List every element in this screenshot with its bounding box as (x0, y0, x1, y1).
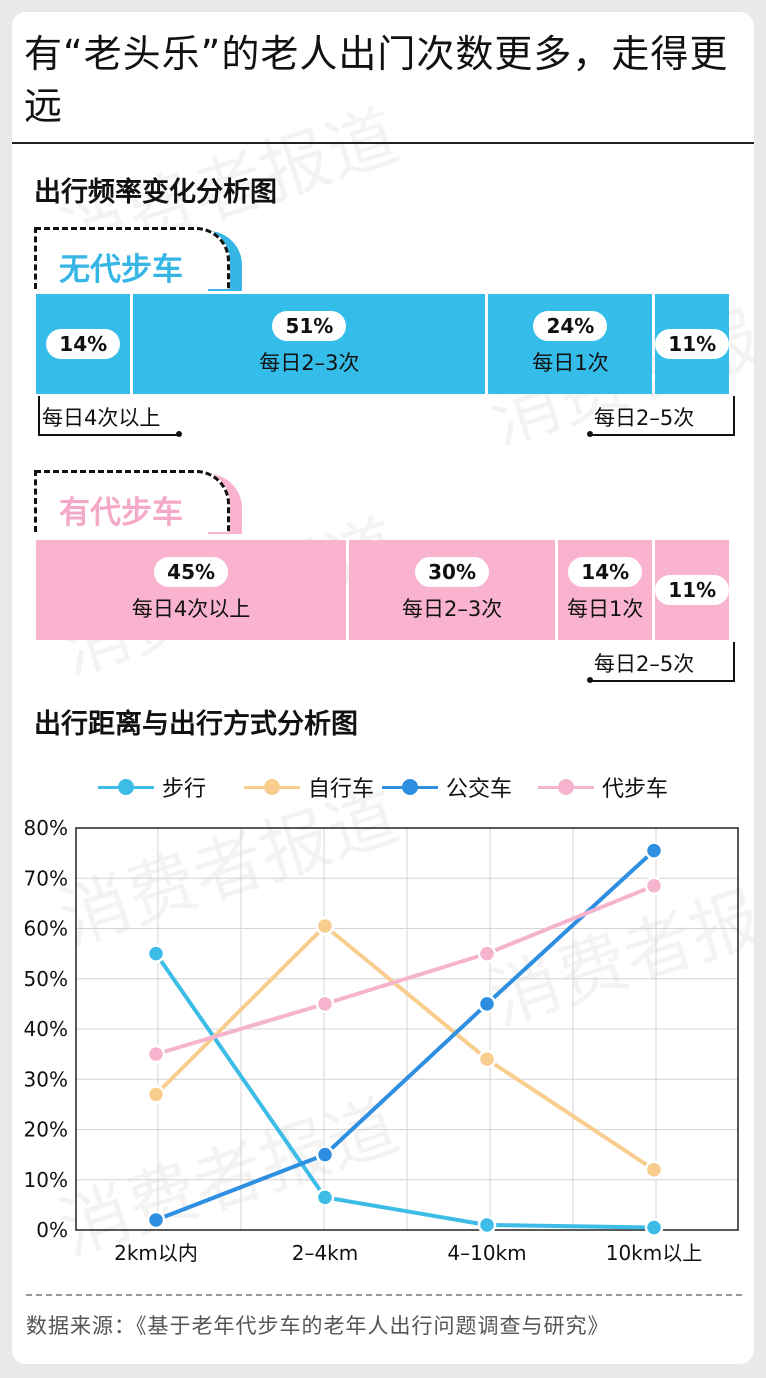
legend-swatch (98, 775, 154, 799)
data-point (477, 944, 497, 963)
legend-label: 公交车 (446, 777, 513, 802)
series-line (154, 923, 656, 1172)
bracket-dot (587, 431, 593, 437)
line-chart: 0% 10% 20% 30% 40% 50% 60% 70% 80% 2km以内 2–4km 4–10… (24, 816, 739, 1265)
series-line (154, 848, 656, 1222)
segment-label: 每日1次 (532, 351, 609, 375)
y-tick-label: 30% (24, 1067, 68, 1091)
segment-label: 每日1次 (567, 597, 644, 621)
frequency-segment: 11% (655, 540, 730, 640)
segment-percent: 30% (415, 557, 490, 587)
right-bracket (589, 642, 735, 682)
segment-percent: 11% (655, 575, 730, 605)
y-tick-label: 40% (24, 1017, 68, 1041)
data-source: 数据来源：《基于老年代步车的老年人出行问题调查与研究》 (26, 1314, 610, 1338)
data-point (315, 1188, 335, 1207)
y-tick-label: 0% (36, 1218, 68, 1242)
tab-no-scooter: 无代步车 (34, 227, 230, 289)
legend-swatch (538, 775, 594, 799)
legend-item: 自行车 (244, 772, 374, 802)
segment-label: 每日2–3次 (259, 351, 360, 375)
title-divider (12, 142, 754, 144)
segment-percent: 14% (568, 557, 643, 587)
y-tick-label: 50% (24, 967, 68, 991)
bracket-dot (587, 677, 593, 683)
legend-label: 步行 (162, 777, 207, 802)
data-point (146, 1044, 166, 1064)
frequency-segment: 11% (655, 294, 730, 394)
frequency-segment: 30% 每日2–3次 (349, 540, 555, 640)
frequency-segment: 24% 每日1次 (488, 294, 653, 394)
data-point (315, 994, 335, 1014)
y-tick-label: 70% (24, 866, 68, 890)
note-4plus: 每日4次以上 (42, 406, 161, 430)
tab-with-scooter: 有代步车 (34, 470, 230, 532)
data-point (644, 841, 664, 860)
data-point (477, 994, 497, 1014)
y-tick-label: 20% (24, 1118, 68, 1142)
frequency-segment: 14% 每日1次 (558, 540, 653, 640)
data-point (477, 1049, 497, 1069)
segment-percent: 24% (533, 311, 608, 341)
y-tick-label: 80% (24, 816, 68, 840)
data-point (644, 1218, 664, 1237)
data-point (477, 1215, 497, 1235)
series-line (154, 883, 656, 1057)
data-point (146, 1210, 166, 1230)
legend-item: 代步车 (538, 772, 668, 802)
legend-item: 公交车 (382, 772, 512, 802)
frequency-segment: 14% (36, 294, 131, 394)
segment-label: 每日4次以上 (131, 597, 251, 621)
infographic-card: 消费者报道 消费者报道 消费者报道 消费者报道 消费者报道 消费者报道 有“老头… (12, 12, 754, 1364)
source-divider (26, 1294, 742, 1296)
tab-label: 无代步车 (59, 252, 183, 288)
x-tick-label: 2–4km (292, 1241, 359, 1265)
left-bracket (38, 396, 180, 436)
data-point (644, 876, 664, 896)
frequency-segment: 51% 每日2–3次 (133, 294, 486, 394)
x-tick-label: 4–10km (447, 1241, 526, 1265)
data-point (644, 1160, 664, 1179)
note-2-5: 每日2–5次 (594, 406, 695, 430)
legend-item: 步行 (98, 772, 206, 802)
bracket-dot (176, 431, 182, 437)
data-point (146, 1085, 166, 1104)
x-tick-label: 2km以内 (114, 1241, 198, 1265)
legend-label: 自行车 (308, 777, 375, 802)
distance-section-title: 出行距离与出行方式分析图 (34, 709, 358, 740)
legend-label: 代步车 (602, 777, 669, 802)
page-title: 有“老头乐”的老人出门次数更多，走得更远 (24, 32, 729, 128)
legend-swatch (244, 775, 300, 799)
segment-percent: 45% (154, 557, 229, 587)
right-bracket (589, 396, 735, 436)
data-point (146, 944, 166, 963)
y-tick-label: 60% (24, 917, 68, 941)
frequency-section-title: 出行频率变化分析图 (34, 177, 277, 208)
series-line (154, 951, 656, 1230)
segment-label: 每日2–3次 (401, 597, 503, 621)
x-tick-label: 10km以上 (606, 1241, 703, 1265)
tab-label: 有代步车 (59, 495, 183, 531)
y-tick-label: 10% (24, 1168, 68, 1192)
segment-percent: 14% (46, 329, 121, 359)
plot-frame (75, 827, 739, 1231)
data-point (315, 916, 335, 936)
segment-percent: 51% (272, 311, 347, 341)
data-point (315, 1145, 335, 1164)
legend-swatch (382, 775, 438, 799)
note-2-5: 每日2–5次 (594, 652, 695, 676)
frequency-segment: 45% 每日4次以上 (36, 540, 347, 640)
segment-percent: 11% (655, 329, 730, 359)
